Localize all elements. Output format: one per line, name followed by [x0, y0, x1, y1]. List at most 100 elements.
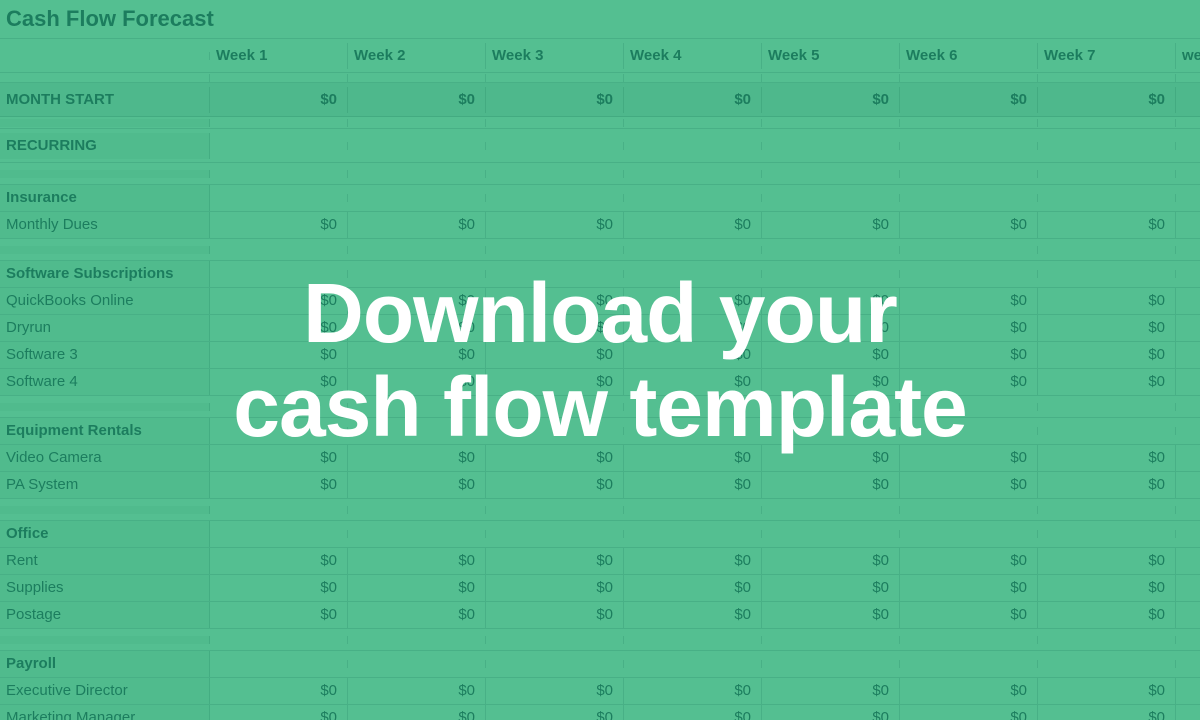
- spacer-row: [0, 117, 1200, 129]
- data-cell: $0: [900, 678, 1038, 704]
- data-cell: $0: [210, 678, 348, 704]
- col-header: Week 7: [1038, 43, 1176, 69]
- data-cell: $0: [762, 288, 900, 314]
- data-cell: $0: [486, 445, 624, 471]
- data-cell: $0: [900, 342, 1038, 368]
- row-label: PA System: [0, 472, 210, 498]
- data-cell: $0: [348, 212, 486, 238]
- data-row: Executive Director$0$0$0$0$0$0$0: [0, 678, 1200, 705]
- spacer-row: [0, 629, 1200, 651]
- month-start-val: $0: [1038, 87, 1176, 113]
- data-cell: $0: [348, 288, 486, 314]
- data-cell: $0: [1038, 445, 1176, 471]
- row-label: Rent: [0, 548, 210, 574]
- data-cell: $0: [762, 342, 900, 368]
- header-blank: [0, 52, 210, 60]
- data-cell: $0: [210, 315, 348, 341]
- col-header-cut: week: [1176, 43, 1200, 69]
- spacer-row: [0, 239, 1200, 261]
- month-start-val: $0: [762, 87, 900, 113]
- section-heading: Insurance: [0, 185, 210, 211]
- recurring-heading-row: RECURRING: [0, 129, 1200, 163]
- data-cell: $0: [486, 369, 624, 395]
- data-row: Software 4$0$0$0$0$0$0$0: [0, 369, 1200, 396]
- data-cell: $0: [486, 342, 624, 368]
- data-cell: $0: [486, 472, 624, 498]
- month-start-val: $0: [624, 87, 762, 113]
- data-cell: $0: [762, 678, 900, 704]
- section-heading: Payroll: [0, 651, 210, 677]
- data-row: PA System$0$0$0$0$0$0$0: [0, 472, 1200, 499]
- month-start-val: $0: [348, 87, 486, 113]
- spacer-row: [0, 396, 1200, 418]
- row-label: Software 4: [0, 369, 210, 395]
- data-cell: $0: [486, 575, 624, 601]
- data-cell: $0: [762, 548, 900, 574]
- row-label: Supplies: [0, 575, 210, 601]
- spacer-row: [0, 73, 1200, 83]
- data-cell: $0: [900, 705, 1038, 720]
- sections-container: InsuranceMonthly Dues$0$0$0$0$0$0$0Softw…: [0, 163, 1200, 720]
- section-heading-row: Office: [0, 521, 1200, 548]
- data-cell: $0: [348, 705, 486, 720]
- data-cell: $0: [1038, 705, 1176, 720]
- data-cell: $0: [348, 678, 486, 704]
- data-row: Software 3$0$0$0$0$0$0$0: [0, 342, 1200, 369]
- section-heading: Equipment Rentals: [0, 418, 210, 444]
- data-cell: $0: [624, 315, 762, 341]
- data-cell: $0: [1038, 342, 1176, 368]
- section-heading-row: Equipment Rentals: [0, 418, 1200, 445]
- data-cell: $0: [624, 602, 762, 628]
- section-heading-row: Insurance: [0, 185, 1200, 212]
- data-cell: $0: [900, 472, 1038, 498]
- month-start-val: $0: [900, 87, 1038, 113]
- data-cell: $0: [348, 548, 486, 574]
- col-header: Week 5: [762, 43, 900, 69]
- data-cell: $0: [624, 678, 762, 704]
- col-header: Week 4: [624, 43, 762, 69]
- sheet-title: Cash Flow Forecast: [0, 0, 1200, 39]
- data-cell: $0: [348, 315, 486, 341]
- data-cell: $0: [762, 445, 900, 471]
- data-cell: $0: [486, 602, 624, 628]
- data-cell: $0: [348, 575, 486, 601]
- data-cell: $0: [348, 472, 486, 498]
- data-cell: $0: [1038, 369, 1176, 395]
- spacer-row: [0, 163, 1200, 185]
- data-cell: $0: [762, 315, 900, 341]
- row-label: Executive Director: [0, 678, 210, 704]
- data-cell: $0: [486, 705, 624, 720]
- data-row: Monthly Dues$0$0$0$0$0$0$0: [0, 212, 1200, 239]
- data-cell: $0: [900, 445, 1038, 471]
- data-row: Rent$0$0$0$0$0$0$0: [0, 548, 1200, 575]
- data-cell: $0: [900, 288, 1038, 314]
- month-start-val: $0: [486, 87, 624, 113]
- data-cell: $0: [486, 212, 624, 238]
- recurring-label: RECURRING: [0, 133, 210, 159]
- data-cell: $0: [900, 575, 1038, 601]
- data-cell: $0: [348, 369, 486, 395]
- row-label: Video Camera: [0, 445, 210, 471]
- data-cell: $0: [210, 369, 348, 395]
- data-cell: $0: [210, 472, 348, 498]
- data-cell: $0: [1038, 315, 1176, 341]
- month-start-val: $0: [210, 87, 348, 113]
- data-cell: $0: [624, 705, 762, 720]
- data-row: Postage$0$0$0$0$0$0$0: [0, 602, 1200, 629]
- data-cell: $0: [1038, 472, 1176, 498]
- column-header-row: Week 1 Week 2 Week 3 Week 4 Week 5 Week …: [0, 39, 1200, 73]
- data-cell: $0: [486, 678, 624, 704]
- data-cell: $0: [486, 315, 624, 341]
- data-cell: $0: [762, 212, 900, 238]
- row-label: Monthly Dues: [0, 212, 210, 238]
- data-cell: $0: [486, 548, 624, 574]
- row-label: QuickBooks Online: [0, 288, 210, 314]
- data-cell: $0: [210, 445, 348, 471]
- data-cell: $0: [348, 342, 486, 368]
- section-heading: Software Subscriptions: [0, 261, 210, 287]
- col-header: Week 2: [348, 43, 486, 69]
- data-cell: $0: [900, 212, 1038, 238]
- data-cell: $0: [1038, 678, 1176, 704]
- data-cell: $0: [1038, 575, 1176, 601]
- data-cell: $0: [900, 548, 1038, 574]
